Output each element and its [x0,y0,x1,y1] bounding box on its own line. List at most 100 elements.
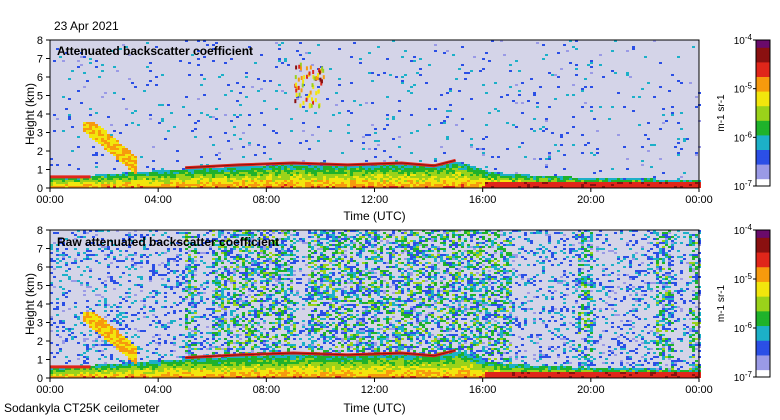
heatmap-cell [113,154,116,156]
heatmap-cell [77,318,80,320]
heatmap-cell [446,110,449,112]
heatmap-cell [185,96,188,98]
heatmap-cell [173,170,176,172]
heatmap-cell [185,308,188,310]
heatmap-cell [128,366,131,368]
heatmap-cell [56,244,59,246]
heatmap-cell [374,182,377,184]
heatmap-cell [251,318,254,320]
heatmap-cell [242,346,245,348]
heatmap-cell [50,158,53,160]
heatmap-cell [212,186,215,188]
heatmap-cell [152,362,155,364]
heatmap-cell [158,334,161,336]
heatmap-cell [251,170,254,172]
heatmap-cell [251,240,254,242]
heatmap-cell [215,278,218,280]
heatmap-cell [137,182,140,184]
heatmap-cell [50,370,53,372]
heatmap-cell [113,184,116,186]
heatmap-cell [113,144,116,146]
heatmap-cell [101,368,104,370]
heatmap-cell [197,366,200,368]
heatmap-cell [164,376,167,378]
heatmap-cell [470,170,473,172]
heatmap-cell [92,312,95,314]
heatmap-cell [338,174,341,176]
heatmap-cell [230,250,233,252]
heatmap-cell [440,182,443,184]
heatmap-cell [56,308,59,310]
heatmap-cell [119,154,122,156]
heatmap-cell [89,334,92,336]
heatmap-cell [101,332,104,334]
heatmap-cell [665,184,668,186]
heatmap-cell [143,90,146,92]
heatmap-cell [95,322,98,324]
heatmap-cell [653,186,656,188]
heatmap-cell [155,76,158,78]
heatmap-cell [428,186,431,188]
heatmap-cell [413,166,416,168]
heatmap-cell [173,370,176,372]
heatmap-cell [476,148,479,150]
heatmap-cell [329,170,332,172]
heatmap-cell [128,374,131,376]
heatmap-cell [50,324,53,326]
heatmap-cell [686,184,689,186]
x-tick-label: 04:00 [144,194,172,206]
heatmap-cell [374,128,377,130]
heatmap-cell [164,274,167,276]
heatmap-cell [320,174,323,176]
heatmap-cell [224,268,227,270]
heatmap-cell [245,360,248,362]
heatmap-cell [587,184,590,186]
heatmap-cell [488,174,491,176]
heatmap-cell [113,318,116,320]
heatmap-cell [356,184,359,186]
heatmap-cell [242,174,245,176]
heatmap-cell [251,168,254,170]
heatmap-cell [278,84,281,86]
heatmap-cell [95,176,98,178]
heatmap-cell [617,182,620,184]
heatmap-cell [83,340,86,342]
heatmap-cell [422,176,425,178]
heatmap-cell [245,272,248,274]
heatmap-cell [245,318,248,320]
heatmap-cell [71,280,74,282]
heatmap-cell [173,362,176,364]
heatmap-cell [284,172,287,174]
heatmap-cell [101,250,104,252]
heatmap-cell [227,350,230,352]
heatmap-cell [503,180,506,182]
heatmap-cell [464,72,467,74]
heatmap-cell [311,182,314,184]
heatmap-cell [173,286,176,288]
heatmap-cell [173,258,176,260]
heatmap-cell [74,316,77,318]
heatmap-cell [89,130,92,132]
heatmap-cell [125,158,128,160]
heatmap-cell [224,250,227,252]
heatmap-cell [320,166,323,168]
heatmap-cell [530,186,533,188]
heatmap-cell [347,176,350,178]
heatmap-cell [212,376,215,378]
heatmap-cell [200,296,203,298]
heatmap-cell [683,186,686,188]
heatmap-cell [179,170,182,172]
heatmap-cell [446,172,449,174]
heatmap-cell [557,76,560,78]
heatmap-cell [371,186,374,188]
heatmap-cell [458,166,461,168]
heatmap-cell [104,310,107,312]
heatmap-cell [86,178,89,180]
heatmap-cell [284,176,287,178]
heatmap-cell [263,172,266,174]
heatmap-cell [356,172,359,174]
heatmap-cell [218,286,221,288]
heatmap-cell [194,252,197,254]
heatmap-cell [212,364,215,366]
